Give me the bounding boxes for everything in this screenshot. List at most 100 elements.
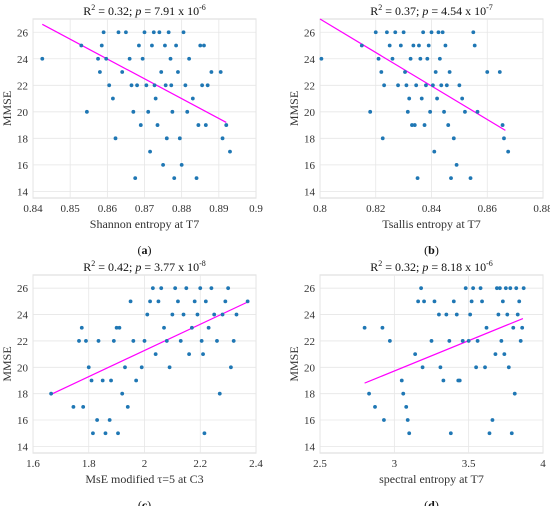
r-squared-symbol: R — [83, 4, 91, 18]
data-point — [457, 378, 462, 383]
data-point — [514, 286, 519, 291]
data-point — [521, 286, 526, 291]
trend-line — [364, 317, 524, 384]
data-point — [189, 325, 194, 330]
data-point — [169, 83, 174, 88]
data-point — [96, 339, 101, 343]
data-point — [449, 176, 453, 181]
y-axis-label: MMSE — [287, 346, 301, 381]
data-point — [478, 286, 483, 291]
panel-caption: (b) — [424, 243, 439, 257]
data-point — [113, 136, 118, 141]
data-point — [177, 136, 182, 141]
data-point — [457, 83, 462, 88]
y-tick-label: 24 — [304, 54, 316, 66]
data-point — [125, 404, 130, 409]
data-point — [503, 286, 508, 291]
data-point — [412, 123, 417, 127]
data-point — [500, 123, 505, 127]
data-point — [187, 352, 192, 357]
data-point — [103, 431, 108, 436]
y-tick-label: 22 — [17, 336, 28, 348]
data-point — [120, 391, 125, 396]
data-point — [474, 365, 478, 370]
data-point — [187, 56, 192, 61]
x-tick-label: 2.4 — [249, 458, 263, 470]
data-point — [142, 30, 147, 35]
data-point — [217, 391, 222, 396]
data-point — [424, 83, 428, 88]
data-point — [428, 109, 433, 114]
data-point — [430, 83, 435, 88]
data-point — [84, 109, 89, 114]
data-point — [367, 391, 371, 396]
data-point — [497, 70, 502, 74]
p-symbol: p — [134, 4, 141, 18]
plot-area — [319, 274, 544, 454]
data-point — [111, 339, 116, 343]
data-point — [448, 431, 453, 436]
x-tick-label: 3.5 — [462, 458, 476, 470]
data-point — [420, 365, 425, 370]
data-point — [429, 339, 434, 343]
data-point — [95, 418, 100, 422]
data-point — [380, 136, 385, 141]
data-point — [223, 299, 228, 304]
data-point — [157, 30, 162, 35]
data-point — [404, 83, 409, 88]
data-point — [493, 352, 498, 357]
caption-open-paren: ( — [424, 243, 428, 257]
trend-line — [42, 23, 227, 123]
y-axis-label: MMSE — [0, 346, 14, 381]
data-point — [203, 123, 208, 127]
caption-open-paren: ( — [138, 243, 142, 257]
x-tick-label: 1.6 — [26, 458, 40, 470]
caption-open-paren: ( — [138, 498, 142, 506]
data-point — [506, 149, 511, 154]
x-axis-label: MsE modified τ=5 at C3 — [85, 472, 203, 486]
data-point — [466, 339, 471, 343]
x-axis-label: Shannon entropy at T7 — [90, 217, 199, 231]
data-point — [131, 109, 136, 114]
data-point — [497, 286, 502, 291]
data-point — [166, 30, 171, 35]
r-squared-value: 0.32 — [108, 4, 129, 18]
data-point — [417, 43, 421, 48]
data-point — [139, 365, 144, 370]
data-point — [196, 123, 201, 127]
r-squared-value: 0.32 — [395, 260, 416, 274]
data-point — [131, 339, 136, 343]
data-point — [159, 286, 164, 291]
data-point — [167, 365, 172, 370]
panel-caption: (a) — [138, 243, 152, 257]
y-tick-label: 24 — [17, 54, 29, 66]
data-point — [179, 162, 184, 167]
p-equals: = — [141, 260, 154, 274]
data-point — [185, 109, 190, 114]
data-point — [164, 136, 169, 141]
data-point — [413, 352, 418, 357]
y-tick-label: 18 — [17, 389, 29, 401]
data-point — [162, 325, 166, 330]
data-point — [206, 325, 211, 330]
x-tick-label: 0.84 — [422, 203, 442, 215]
data-point — [502, 136, 506, 141]
x-tick-label: 4 — [540, 458, 546, 470]
p-exponent: -6 — [486, 259, 493, 268]
data-point — [163, 43, 167, 48]
data-point — [475, 339, 480, 343]
r-squared-exponent: 2 — [91, 3, 95, 12]
data-point — [155, 123, 160, 127]
data-point — [198, 43, 203, 48]
y-tick-label: 26 — [17, 27, 29, 39]
data-point — [137, 43, 141, 48]
data-point — [71, 404, 76, 409]
data-point — [405, 418, 410, 422]
x-tick-label: 3 — [392, 458, 398, 470]
caption-letter: d — [428, 498, 435, 506]
r-squared-equals: = — [382, 4, 395, 18]
data-point — [396, 83, 400, 88]
y-tick-label: 16 — [304, 160, 316, 172]
data-point — [447, 70, 452, 74]
data-point — [380, 325, 385, 330]
